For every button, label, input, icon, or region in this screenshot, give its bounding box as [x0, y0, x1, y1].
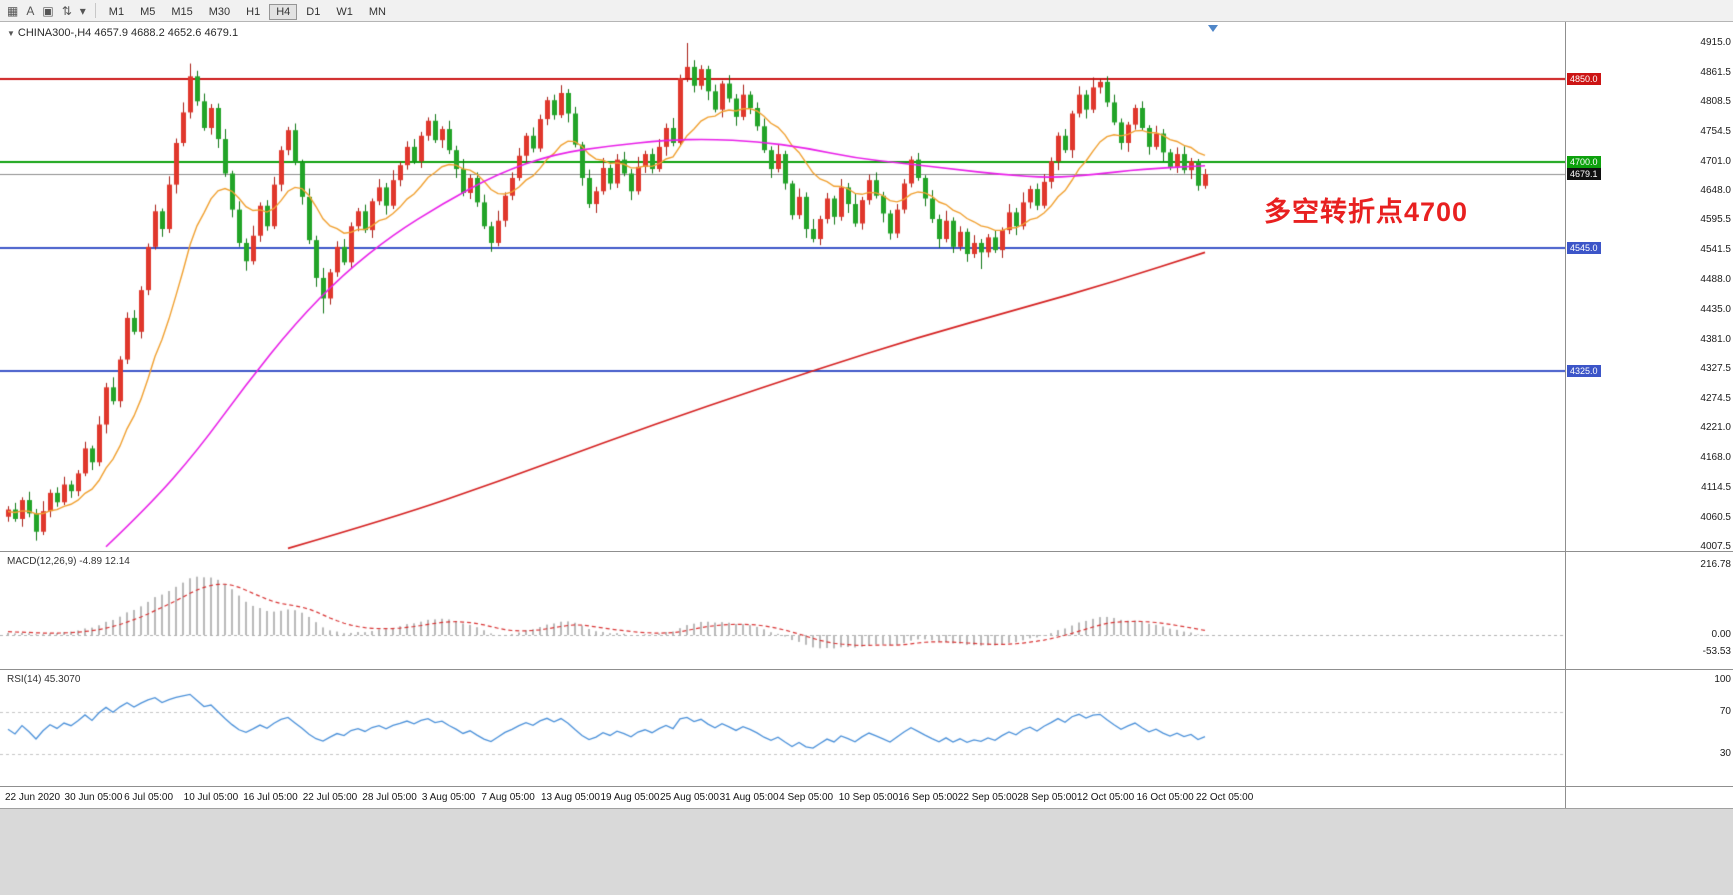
- price-tag-4325.0: 4325.0: [1567, 364, 1601, 377]
- time-scale-label: 22 Oct 05:00: [1196, 792, 1254, 803]
- time-scale-label: 30 Jun 05:00: [64, 792, 123, 803]
- cursor-tool-icon[interactable]: A: [26, 3, 35, 18]
- time-scale-label: 31 Aug 05:00: [719, 792, 779, 803]
- price-scale-label: 4488.0: [1700, 274, 1731, 286]
- rsi-scale-label: 30: [1719, 747, 1731, 759]
- price-scale-label: 4168.0: [1700, 451, 1731, 463]
- price-scale-label: 4060.5: [1700, 511, 1731, 523]
- price-scale-label: 4007.5: [1700, 541, 1731, 552]
- macd-scale-label: -53.53: [1702, 646, 1731, 658]
- collapse-triangle-icon[interactable]: ▼: [7, 29, 15, 38]
- price-tag-4679.1: 4679.1: [1567, 168, 1601, 180]
- macd-scale-label: 0.00: [1711, 629, 1731, 640]
- time-scale-label: 6 Jul 05:00: [124, 792, 174, 803]
- timeframe-button-W1[interactable]: W1: [336, 5, 353, 18]
- price-tag-4850.0: 4850.0: [1567, 73, 1601, 86]
- time-scale-label: 22 Sep 05:00: [957, 792, 1018, 803]
- chart-type-icon[interactable]: ▣: [42, 3, 54, 18]
- rsi-scale-label: 100: [1714, 674, 1731, 685]
- cycles-tool-icon[interactable]: ⇅: [61, 3, 72, 18]
- chart-title-ohlc: CHINA300-,H4 4657.9 4688.2 4652.6 4679.1: [17, 27, 239, 39]
- time-scale-label: 19 Aug 05:00: [600, 792, 660, 803]
- rsi-scale-label: 70: [1719, 705, 1731, 717]
- price-chart-canvas[interactable]: [0, 22, 1565, 551]
- price-scale-label: 4221.0: [1700, 422, 1731, 434]
- price-scale-label: 4114.5: [1701, 481, 1731, 493]
- time-scale-label: 28 Sep 05:00: [1017, 792, 1077, 803]
- chart-annotation: 多空转折点4700: [1264, 197, 1469, 227]
- toolbar-icon-group: ▦ A ▣ ⇅ ▾: [3, 2, 90, 20]
- macd-indicator-label: MACD(12,26,9) -4.89 12.14: [7, 556, 130, 567]
- price-scale-label: 4595.5: [1700, 214, 1731, 226]
- time-scale-label: 13 Aug 05:00: [540, 792, 600, 803]
- dropdown-caret-icon[interactable]: ▾: [79, 3, 86, 18]
- price-scale-label: 4754.5: [1700, 126, 1731, 138]
- window-footer: [0, 808, 1733, 895]
- time-scale-label: 10 Jul 05:00: [183, 792, 239, 803]
- price-scale-label: 4381.0: [1700, 333, 1731, 345]
- price-axis[interactable]: 4915.0 4861.5 4808.5 4754.5 4701.0 4648.0 4595…: [1565, 22, 1733, 808]
- timeframe-button-M5[interactable]: M5: [140, 5, 156, 18]
- toolbar-separator: [94, 3, 96, 18]
- price-scale-label: 4435.0: [1700, 303, 1731, 315]
- panel-splitter[interactable]: [0, 551, 1733, 552]
- time-scale-label: 22 Jun 2020: [5, 792, 61, 803]
- time-scale-label: 4 Sep 05:00: [779, 792, 834, 803]
- timeframe-button-group: M1 M5 M15 M30 H1 H4 D1 W1 MN: [101, 2, 394, 20]
- price-scale-label: 4701.0: [1700, 155, 1731, 167]
- timeframe-button-M1[interactable]: M1: [108, 5, 125, 18]
- timeframe-button-M30[interactable]: M30: [208, 5, 231, 18]
- chart-shift-marker-icon[interactable]: [1208, 25, 1218, 32]
- time-scale-label: 12 Oct 05:00: [1076, 792, 1135, 803]
- price-tag-4545.0: 4545.0: [1567, 242, 1601, 255]
- timeframe-button-M15[interactable]: M15: [171, 5, 193, 18]
- time-scale-label: 10 Sep 05:00: [838, 792, 899, 803]
- time-axis[interactable]: 22 Jun 2020 30 Jun 05:00 6 Jul 05:00 10 Jul…: [0, 787, 1733, 808]
- timeframe-button-MN[interactable]: MN: [368, 5, 386, 18]
- time-scale-label: 16 Jul 05:00: [243, 792, 298, 803]
- dock-handle-icon[interactable]: ▦: [7, 3, 19, 18]
- panel-splitter[interactable]: [0, 669, 1733, 670]
- timeframe-button-H4[interactable]: H4: [269, 3, 298, 20]
- time-scale-label: 22 Jul 05:00: [302, 792, 358, 803]
- time-scale-label: 7 Aug 05:00: [481, 792, 535, 803]
- top-toolbar: ▦ A ▣ ⇅ ▾ M1 M5 M15 M30 H1 H4 D1 W1 MN: [0, 0, 1733, 22]
- time-scale-label: 16 Oct 05:00: [1136, 792, 1194, 803]
- rsi-panel-canvas[interactable]: [0, 670, 1565, 786]
- macd-scale-label: 216.78: [1700, 558, 1731, 570]
- time-scale-label: 3 Aug 05:00: [421, 792, 476, 803]
- timeframe-button-D1[interactable]: D1: [306, 5, 321, 18]
- price-scale-label: 4274.5: [1700, 392, 1731, 404]
- price-tag-4700.0: 4700.0: [1567, 156, 1601, 169]
- chart-symbol-header: ▼ CHINA300-,H4 4657.9 4688.2 4652.6 4679.…: [7, 27, 238, 39]
- price-scale-label: 4861.5: [1700, 66, 1731, 78]
- macd-panel-canvas[interactable]: [0, 552, 1565, 669]
- time-scale-label: 16 Sep 05:00: [898, 792, 958, 803]
- time-scale-label: 25 Aug 05:00: [660, 792, 719, 803]
- price-scale-label: 4541.5: [1700, 244, 1731, 256]
- price-scale-label: 4915.0: [1700, 37, 1731, 48]
- price-scale-label: 4327.5: [1700, 363, 1731, 375]
- panel-splitter: [0, 786, 1733, 787]
- price-scale-label: 4808.5: [1700, 96, 1731, 108]
- time-scale-label: 28 Jul 05:00: [362, 792, 417, 803]
- timeframe-button-H1[interactable]: H1: [246, 5, 261, 18]
- price-scale-label: 4648.0: [1700, 185, 1731, 197]
- rsi-indicator-label: RSI(14) 45.3070: [7, 674, 81, 685]
